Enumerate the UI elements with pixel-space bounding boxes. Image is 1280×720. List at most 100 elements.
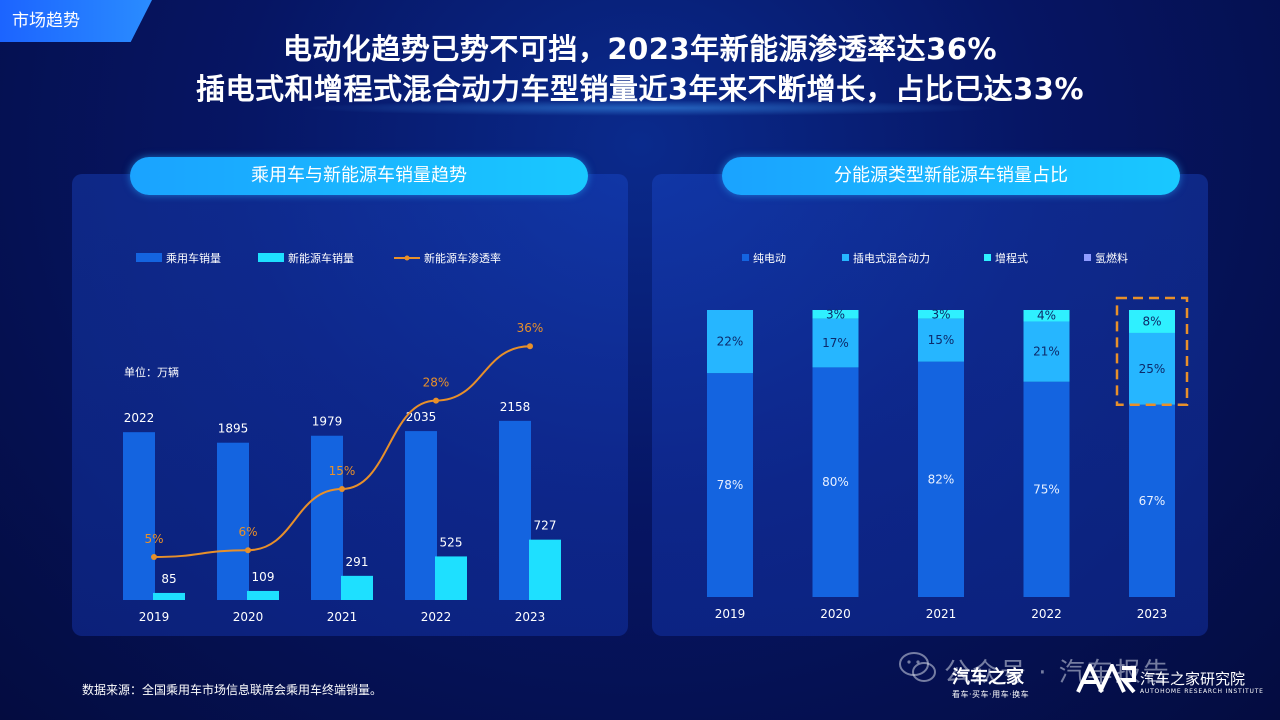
bar-segment-0-2021 [918,361,964,597]
bar-passenger-2020 [217,442,249,600]
legend-label-energy-2: 增程式 [995,251,1028,265]
label-passenger-2020: 1895 [218,422,249,436]
segment-label-1-2021: 15% [928,333,955,347]
legend-swatch-energy-2 [984,254,991,261]
data-source-note: 数据来源：全国乘用车市场信息联席会乘用车终端销量。 [82,683,383,697]
research-institute-subtitle: AUTOHOME RESEARCH INSTITUTE [1140,688,1264,695]
x-tick-left-2019: 2019 [139,610,170,624]
x-tick-left-2021: 2021 [327,610,358,624]
segment-label-2-2020: 3% [826,307,845,321]
headline-glow [300,100,1000,116]
penetration-label-2023: 36% [517,321,544,335]
bar-segment-1-2021 [918,318,964,362]
penetration-point-2019 [151,554,157,560]
penetration-label-2021: 15% [329,464,356,478]
label-passenger-2019: 2022 [124,411,155,425]
bar-nev-2021 [341,575,373,600]
label-nev-2021: 291 [346,555,369,569]
x-tick-right-2019: 2019 [715,607,746,621]
label-passenger-2022: 2035 [406,410,437,424]
segment-label-0-2020: 80% [822,475,849,489]
bar-segment-0-2023 [1129,404,1175,597]
legend-swatch-nev [258,253,284,262]
label-nev-2023: 727 [534,519,557,533]
segment-label-2-2023: 8% [1142,314,1161,328]
legend-marker-penetration [404,255,410,261]
bar-segment-0-2020 [812,367,859,597]
penetration-point-2020 [245,547,251,554]
legend-label-penetration: 新能源车渗透率 [424,251,501,265]
label-passenger-2021: 1979 [312,415,343,429]
legend-swatch-passenger [136,253,162,262]
penetration-label-2019: 5% [144,532,163,546]
bar-nev-2023 [529,539,561,600]
autohome-brand-slogan: 看车·买车·用车·换车 [952,690,1030,699]
penetration-label-2022: 28% [423,376,450,390]
bar-segment-1-2022 [1023,321,1070,382]
x-tick-right-2020: 2020 [820,607,851,621]
label-passenger-2023: 2158 [500,400,531,414]
segment-label-2-2021: 3% [931,307,950,321]
watermark-text: 公众号 · 汽车报告 [944,658,1171,688]
wechat-icon [899,652,936,682]
x-tick-right-2021: 2021 [926,607,957,621]
bar-segment-2-2023 [1129,310,1175,333]
bar-segment-2-2022 [1023,310,1070,322]
penetration-point-2022 [433,397,439,404]
segment-label-1-2022: 21% [1033,345,1060,359]
section-tag: 市场趋势 [0,0,152,42]
bar-passenger-2023 [499,420,531,600]
x-tick-left-2022: 2022 [421,610,452,624]
legend-label-energy-0: 纯电动 [753,252,786,265]
x-tick-right-2022: 2022 [1031,607,1062,621]
legend-label-nev: 新能源车销量 [288,251,354,265]
label-nev-2020: 109 [252,570,275,584]
legend-swatch-energy-0 [742,254,749,261]
highlight-box-2023 [1115,296,1189,406]
legend-swatch-energy-3 [1084,254,1091,261]
penetration-line [153,345,531,558]
headline-line-1: 电动化趋势已势不可挡，2023年新能源渗透率达36% [282,32,998,66]
research-institute-name: 汽车之家研究院 [1140,670,1246,688]
legend-label-passenger: 乘用车销量 [166,251,221,265]
segment-label-0-2023: 67% [1139,494,1166,508]
right-chart-title: 分能源类型新能源车销量占比 [722,157,1180,195]
x-tick-left-2020: 2020 [233,610,264,624]
bar-segment-2-2021 [918,310,964,319]
legend-label-energy-3: 氢燃料 [1095,251,1128,265]
segment-label-1-2019: 22% [717,335,744,349]
autohome-brand-name: 汽车之家 [952,667,1024,688]
bar-segment-1-2019 [707,310,753,374]
segment-label-1-2020: 17% [822,336,849,350]
segment-label-0-2022: 75% [1033,482,1060,496]
penetration-point-2021 [339,486,345,492]
bar-segment-2-2020 [812,310,859,319]
x-tick-left-2023: 2023 [515,610,546,624]
bar-segment-1-2020 [812,318,859,368]
bar-nev-2022 [435,556,467,600]
segment-label-2-2022: 4% [1037,309,1056,323]
bar-nev-2020 [247,590,279,600]
label-nev-2022: 525 [440,535,463,549]
bar-segment-1-2023 [1129,332,1175,405]
segment-label-0-2019: 78% [717,478,744,492]
bar-passenger-2019 [123,432,155,600]
label-nev-2019: 85 [161,572,176,586]
penetration-label-2020: 6% [238,525,257,539]
unit-label: 单位：万辆 [124,365,179,379]
bar-passenger-2022 [405,431,437,600]
headline-line-2: 插电式和增程式混合动力车型销量近3年来不断增长，占比已达33% [195,72,1085,106]
bar-segment-0-2019 [707,373,753,597]
segment-label-1-2023: 25% [1139,362,1166,376]
bar-nev-2019 [153,592,185,600]
research-institute-logo [1076,664,1136,694]
bar-passenger-2021 [311,435,343,600]
bar-segment-0-2022 [1023,381,1070,597]
penetration-point-2023 [527,343,533,350]
legend-swatch-energy-1 [842,254,849,261]
legend-label-energy-1: 插电式混合动力 [853,251,930,265]
segment-label-0-2021: 82% [928,472,955,486]
x-tick-right-2023: 2023 [1137,607,1168,621]
left-chart-title: 乘用车与新能源车销量趋势 [130,157,588,195]
